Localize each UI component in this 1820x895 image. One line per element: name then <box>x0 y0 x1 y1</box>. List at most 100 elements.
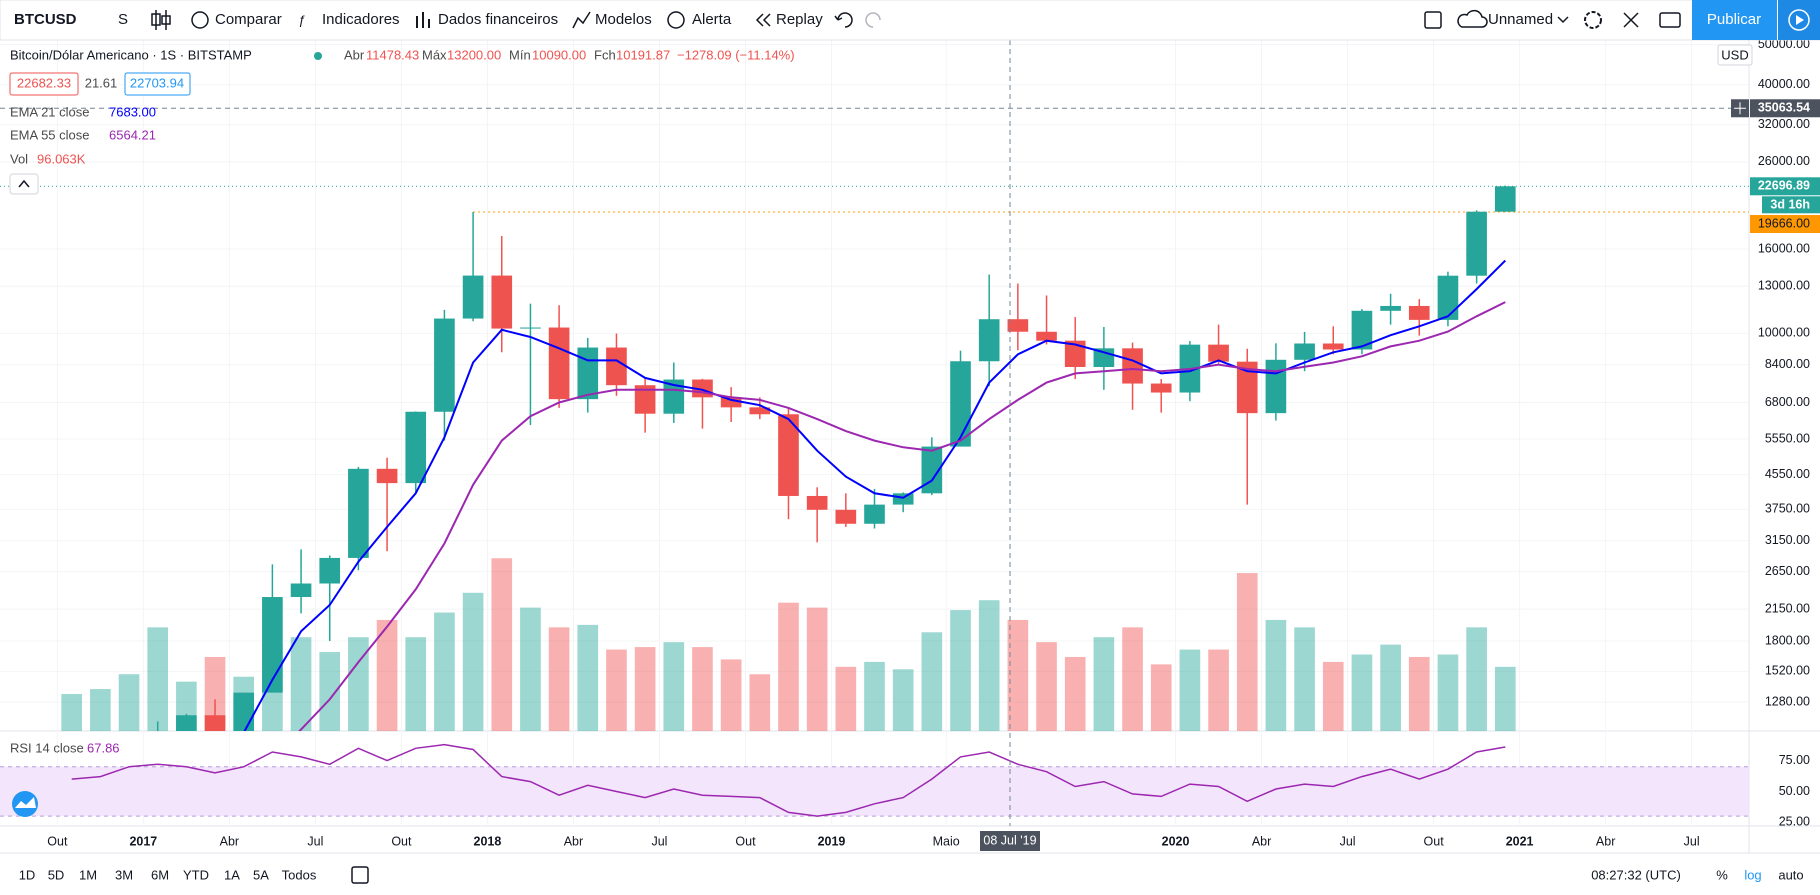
ask-box <box>124 72 191 96</box>
layout-name[interactable]: Unnamed <box>1488 11 1553 28</box>
indicator-name[interactable]: EMA 55 close <box>10 127 90 142</box>
y-tick-label: 2150.00 <box>1765 601 1810 615</box>
currency-box[interactable] <box>1717 44 1753 66</box>
x-tick-label: Jul <box>1684 834 1700 848</box>
candle-body <box>749 407 771 415</box>
volume-bar <box>348 637 369 731</box>
candle-body <box>950 361 971 447</box>
y-tick-label: 3750.00 <box>1765 502 1810 516</box>
chevron[interactable] <box>1557 16 1569 24</box>
x-tick-label: 2021 <box>1506 834 1534 848</box>
spread: 21.61 <box>85 75 118 90</box>
candle-body <box>978 319 1000 362</box>
y-tick-label: 1280.00 <box>1765 694 1810 708</box>
indicator-name[interactable]: RSI 14 close <box>10 740 84 755</box>
redo-icon[interactable] <box>865 12 881 28</box>
volume-bar <box>1322 661 1344 731</box>
range-button[interactable]: YTD <box>183 867 209 882</box>
auto-toggle[interactable]: auto <box>1778 867 1803 882</box>
top-toolbar: BTCUSD S Comparar ƒ Indicadores Dados fi… <box>0 0 1820 41</box>
countdown-box <box>1762 196 1820 214</box>
candle-body <box>204 715 226 731</box>
volume-bar <box>1351 654 1373 731</box>
crosshair-price: 35063.54 <box>1758 101 1810 115</box>
candle-body <box>1236 361 1258 414</box>
volume-bar <box>147 627 169 731</box>
candle-body <box>577 347 599 400</box>
y-tick-label: 8400.00 <box>1765 357 1810 371</box>
bid-box <box>9 72 79 96</box>
ohlc-value: 13200.00 <box>447 47 501 62</box>
x-tick-label: 2018 <box>474 834 502 848</box>
log-toggle[interactable]: log <box>1744 867 1761 882</box>
y-tick-label: 10000.00 <box>1758 326 1810 340</box>
toolbar-item[interactable]: Replay <box>776 11 823 28</box>
y-tick-label: 13000.00 <box>1758 279 1810 293</box>
toolbar-item[interactable]: Indicadores <box>322 11 400 28</box>
range-button[interactable]: 1A <box>224 867 240 882</box>
rsi-tick-label: 75.00 <box>1779 753 1810 767</box>
range-button[interactable]: 5A <box>253 867 269 882</box>
indicator-name[interactable]: EMA 21 close <box>10 104 90 119</box>
volume-bar <box>892 669 914 731</box>
range-button[interactable]: 5D <box>48 867 65 882</box>
compare-icon <box>191 11 209 29</box>
range-button[interactable]: 1D <box>19 867 36 882</box>
y-tick-label: 26000.00 <box>1758 154 1810 168</box>
collapse-icon <box>18 179 30 188</box>
candle-body <box>720 397 742 408</box>
alert-icon <box>667 11 685 29</box>
interval[interactable]: S <box>118 11 128 28</box>
publish-button[interactable] <box>1692 0 1777 40</box>
toolbar-item[interactable]: Alerta <box>692 11 732 28</box>
market-status <box>314 52 322 60</box>
indicator-value: 7683.00 <box>109 104 156 119</box>
range-button[interactable]: 1M <box>79 867 97 882</box>
logo[interactable] <box>12 791 38 817</box>
range-button[interactable]: Todos <box>282 867 317 882</box>
candle-body <box>1036 331 1057 341</box>
x-tick-label: Abr <box>1252 834 1271 848</box>
rsi-line <box>71 743 1506 817</box>
y-tick-label: 4550.00 <box>1765 467 1810 481</box>
symbol[interactable]: BTCUSD <box>14 11 77 28</box>
volume-bar <box>720 659 742 731</box>
rsi-band <box>0 766 1749 817</box>
toolbar-item[interactable]: Comparar <box>215 11 282 28</box>
y-tick-label: 3150.00 <box>1765 533 1810 547</box>
candle-body <box>290 583 312 598</box>
candle-body <box>663 379 685 414</box>
volume-bar <box>405 637 427 731</box>
stream-icon <box>1796 15 1804 25</box>
settings-icon[interactable] <box>1584 11 1602 29</box>
toolbar-item[interactable]: Modelos <box>595 11 652 28</box>
toolbar-bg <box>0 0 1820 41</box>
undo-icon[interactable] <box>834 12 853 28</box>
main-pane <box>0 185 1749 731</box>
volume-bar <box>778 602 799 731</box>
candle-body <box>491 275 513 329</box>
volume-bar <box>462 592 484 731</box>
volume-bar <box>61 693 83 731</box>
volume-bar <box>1122 627 1143 731</box>
x-tick-label: Out <box>47 834 68 848</box>
layout-icon[interactable] <box>1424 11 1442 29</box>
rsi-tick-label: 25.00 <box>1779 815 1810 829</box>
range-button[interactable]: 6M <box>151 867 169 882</box>
volume-bar <box>606 649 627 731</box>
chart-type-icon[interactable] <box>151 10 171 30</box>
rsi-pane <box>0 743 1749 817</box>
indicator-name[interactable]: Vol <box>10 151 28 166</box>
collapse-button[interactable] <box>9 173 39 195</box>
range-button[interactable]: 3M <box>115 867 133 882</box>
volume-bar <box>1494 666 1516 731</box>
volume-bar <box>376 619 398 731</box>
snapshot-icon[interactable] <box>1659 12 1681 28</box>
replay-icon <box>755 13 764 27</box>
crosshair-add-icon <box>1734 102 1746 115</box>
percent-toggle[interactable]: % <box>1716 867 1728 882</box>
candle-body <box>348 468 369 558</box>
fullscreen-icon[interactable] <box>1623 12 1639 28</box>
goto-date-icon[interactable] <box>351 866 369 884</box>
toolbar-item[interactable]: Dados financeiros <box>438 11 558 28</box>
